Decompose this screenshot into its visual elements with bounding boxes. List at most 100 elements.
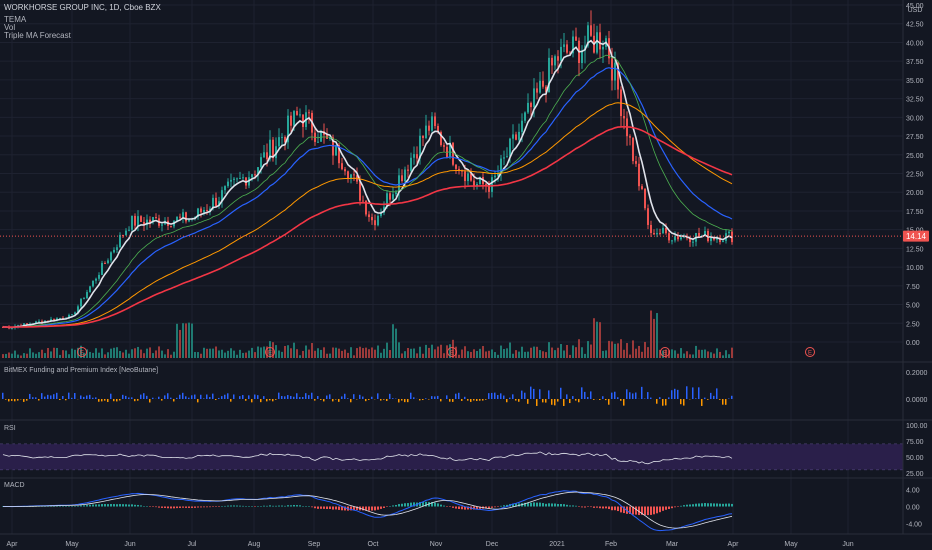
candle-body [317, 141, 319, 143]
volume-bar [320, 349, 322, 358]
funding-bar [323, 399, 325, 402]
macd-pane-title[interactable]: MACD [4, 482, 25, 489]
rsi-tick-label: 100.00 [906, 423, 928, 430]
funding-bar [464, 396, 466, 399]
volume-bar [536, 346, 538, 358]
macd-hist-bar [50, 506, 52, 507]
funding-bar [533, 388, 535, 399]
macd-hist-bar [611, 506, 613, 511]
candle-body [272, 139, 274, 159]
macd-hist-bar [563, 504, 565, 507]
volume-bar [107, 352, 109, 358]
volume-bar [275, 345, 277, 358]
candle-body [287, 115, 289, 143]
volume-bar [242, 352, 244, 358]
candle-body [419, 135, 421, 159]
funding-bar [341, 396, 343, 399]
macd-hist-bar [707, 503, 709, 507]
funding-bar [671, 390, 673, 399]
indicator-tema[interactable]: TEMA [4, 15, 27, 24]
volume-bar [215, 346, 217, 358]
symbol-title[interactable]: WORKHORSE GROUP INC, 1D, Cboe BZX [4, 3, 161, 12]
volume-bar [218, 350, 220, 358]
funding-bar [602, 396, 604, 399]
time-tick-label: Apr [7, 541, 19, 548]
volume-bar [512, 353, 514, 358]
macd-hist-bar [398, 504, 400, 507]
volume-bar [515, 350, 517, 358]
funding-bar [176, 397, 178, 399]
time-axis[interactable]: Apr May Jun Jul Aug Sep Oct Nov Dec 2021 Feb Mar Apr… [7, 541, 854, 548]
earnings-marker[interactable] [77, 347, 87, 357]
macd-hist-bar [284, 505, 286, 507]
time-tick-label: Jul [188, 541, 197, 548]
volume-bar [98, 352, 100, 358]
candle-body [635, 161, 637, 164]
candle-body [599, 32, 601, 50]
funding-bar [245, 399, 247, 401]
funding-bar [38, 399, 40, 401]
macd-hist-bar [464, 506, 466, 510]
macd-hist-bar [491, 506, 493, 508]
macd-hist-bar [137, 504, 139, 507]
indicator-triple-ma[interactable]: Triple MA Forecast [4, 31, 72, 40]
macd-hist-bar [500, 505, 502, 507]
funding-bar [179, 394, 181, 399]
candle-body [650, 224, 652, 234]
candle-body [545, 86, 547, 93]
candles[interactable] [2, 10, 733, 330]
rsi-path [2, 451, 733, 465]
funding-pane-title[interactable]: BitMEX Funding and Premium Index [NeoBut… [4, 367, 158, 374]
macd-hist-bar [86, 505, 88, 507]
macd-hist-bar [338, 506, 340, 510]
candle-body [503, 157, 505, 159]
funding-bar [368, 399, 370, 400]
funding-bar [11, 399, 13, 401]
volume-bar [182, 323, 184, 358]
macd-hist-bar [194, 506, 196, 508]
indicator-vol[interactable]: Vol [4, 23, 15, 32]
volume-bar [311, 343, 313, 358]
earnings-marker[interactable] [447, 347, 457, 357]
macd-hist-bar [596, 506, 598, 508]
macd-hist-bar [365, 506, 367, 511]
macd-hist-bar [323, 506, 325, 509]
funding-bar [197, 399, 199, 403]
macd-hist-bar [479, 506, 481, 509]
macd-hist-bar [68, 506, 70, 507]
volume-bar [425, 344, 427, 358]
candle-body [368, 214, 370, 218]
funding-bar [557, 399, 559, 402]
candle-body [341, 163, 343, 170]
funding-bar [311, 392, 313, 399]
funding-bar [440, 399, 442, 402]
earnings-marker[interactable] [660, 347, 670, 357]
funding-bar [554, 399, 556, 406]
funding-bar [377, 393, 379, 399]
funding-bar [542, 399, 544, 403]
funding-bar [110, 393, 112, 399]
macd-hist-bar [713, 503, 715, 507]
candle-body [422, 135, 424, 138]
macd-hist-bar [599, 506, 601, 509]
macd-hist-bar [146, 506, 148, 507]
candle-body [104, 263, 106, 265]
candle-body [266, 152, 268, 160]
volume-bar [671, 349, 673, 358]
macd-hist-bar [233, 505, 235, 507]
volume-bar [674, 350, 676, 358]
rsi-pane-title[interactable]: RSI [4, 425, 16, 432]
volume-bar [143, 353, 145, 358]
funding-bar [161, 399, 163, 401]
candle-body [224, 186, 226, 191]
candle-body [386, 193, 388, 207]
macd-hist-bar [551, 503, 553, 507]
macd-hist-bar [572, 505, 574, 507]
macd-hist-bar [206, 506, 208, 508]
price-axis[interactable]: 45.00 42.50 40.00 37.50 35.00 32.50 30.00 27.50… [906, 3, 928, 529]
candle-body [290, 115, 292, 126]
earnings-marker[interactable] [805, 347, 815, 357]
earnings-marker[interactable] [265, 347, 275, 357]
